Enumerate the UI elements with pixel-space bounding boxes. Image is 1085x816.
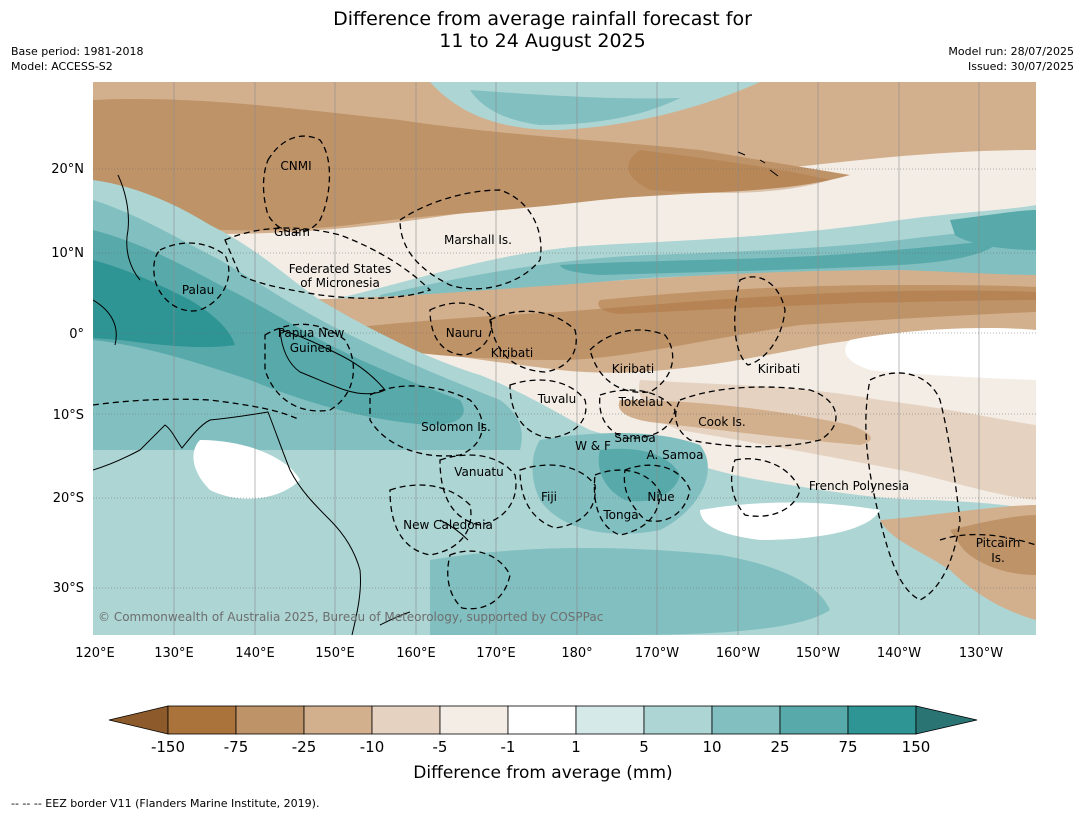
borneo-coast bbox=[93, 299, 117, 346]
lat-label: 10°S bbox=[53, 408, 84, 423]
place-label: Kiribati bbox=[491, 346, 533, 360]
place-label: Palau bbox=[182, 283, 214, 297]
map-title: Difference from average rainfall forecas… bbox=[0, 8, 1085, 52]
lon-label: 140°E bbox=[235, 646, 275, 661]
colorbar-segment bbox=[847, 705, 917, 735]
colorbar-segment bbox=[575, 705, 645, 735]
colorbar-tick-label: 10 bbox=[702, 738, 721, 756]
colorbar-tick-label: -75 bbox=[224, 738, 249, 756]
colorbar-segment bbox=[439, 705, 509, 735]
colorbar-segment bbox=[371, 705, 441, 735]
colorbar: -150 -75 -25 -10 -5 -1 1 5 10 25 75 150 bbox=[108, 705, 978, 756]
place-label: Is. bbox=[991, 551, 1005, 565]
place-label: Samoa bbox=[614, 431, 655, 445]
title-line-1: Difference from average rainfall forecas… bbox=[333, 8, 752, 30]
place-label: Niue bbox=[647, 490, 674, 504]
meta-left: Base period: 1981-2018 Model: ACCESS-S2 bbox=[11, 44, 143, 74]
title-line-2: 11 to 24 August 2025 bbox=[439, 30, 646, 52]
colorbar-segment bbox=[303, 705, 373, 735]
place-label: W & F bbox=[575, 439, 611, 453]
place-label: Solomon Is. bbox=[421, 420, 491, 434]
place-label: Kiribati bbox=[758, 362, 800, 376]
philippines-coast bbox=[117, 174, 141, 281]
place-label: Tuvalu bbox=[537, 392, 577, 406]
lon-label: 180° bbox=[561, 646, 592, 661]
place-label: Tonga bbox=[602, 508, 638, 522]
colorbar-segment bbox=[507, 705, 577, 735]
png-coast bbox=[279, 329, 386, 395]
lon-label: 170°W bbox=[635, 646, 679, 661]
lon-label: 160°E bbox=[396, 646, 436, 661]
longitude-labels: 120°E 130°E 140°E 150°E 160°E 170°E 180° 170°W 1… bbox=[75, 646, 1003, 661]
latitude-labels: 20°N 10°N 0° 10°S 20°S 30°S bbox=[51, 162, 84, 596]
place-label: CNMI bbox=[280, 159, 311, 173]
issued-date: Issued: 30/07/2025 bbox=[967, 60, 1074, 73]
place-label: Kiribati bbox=[612, 362, 654, 376]
colorbar-tick-label: 25 bbox=[770, 738, 789, 756]
australia-coast bbox=[93, 411, 361, 635]
place-label: Vanuatu bbox=[454, 465, 504, 479]
place-label: Fiji bbox=[541, 490, 557, 504]
lon-label: 170°E bbox=[476, 646, 516, 661]
colorbar-tick-label: 75 bbox=[838, 738, 857, 756]
lon-label: 150°W bbox=[796, 646, 840, 661]
lon-label: 150°E bbox=[315, 646, 355, 661]
lat-label: 20°S bbox=[53, 491, 84, 506]
colorbar-segment bbox=[779, 705, 849, 735]
rainfall-anomaly-field bbox=[93, 82, 1036, 635]
place-label: Pitcairn bbox=[976, 536, 1021, 550]
colorbar-segment bbox=[235, 705, 305, 735]
place-label: Nauru bbox=[446, 326, 482, 340]
lon-label: 120°E bbox=[75, 646, 115, 661]
place-label: A. Samoa bbox=[647, 448, 704, 462]
coastlines bbox=[93, 151, 779, 635]
lon-label: 130°E bbox=[154, 646, 194, 661]
colorbar-title: Difference from average (mm) bbox=[413, 763, 672, 783]
place-label: Papua New bbox=[278, 326, 345, 340]
place-label: Cook Is. bbox=[698, 415, 745, 429]
colorbar-tick-label: -1 bbox=[501, 738, 516, 756]
lat-label: 10°N bbox=[51, 246, 84, 261]
place-label: Federated States bbox=[289, 262, 391, 276]
hawaii-coast bbox=[737, 151, 779, 177]
model-name: Model: ACCESS-S2 bbox=[11, 60, 113, 73]
copyright-notice: © Commonwealth of Australia 2025, Bureau… bbox=[98, 610, 603, 624]
eez-borders bbox=[93, 135, 1036, 610]
place-label: Tokelau bbox=[618, 395, 664, 409]
colorbar-tick-label: -10 bbox=[360, 738, 385, 756]
colorbar-tick-label: -25 bbox=[292, 738, 317, 756]
colorbar-tick-label: 5 bbox=[639, 738, 649, 756]
lat-label: 0° bbox=[69, 327, 84, 342]
colorbar-tick-label: -150 bbox=[151, 738, 185, 756]
latitude-lines bbox=[93, 168, 1036, 589]
colorbar-tick-label: 150 bbox=[902, 738, 931, 756]
lon-label: 160°W bbox=[716, 646, 760, 661]
colorbar-extend-low bbox=[108, 705, 169, 735]
model-run: Model run: 28/07/2025 bbox=[948, 45, 1074, 58]
lat-label: 20°N bbox=[51, 162, 84, 177]
colorbar-tick-label: -5 bbox=[433, 738, 448, 756]
colorbar-extend-high bbox=[915, 705, 978, 735]
graticule bbox=[173, 82, 980, 635]
base-period: Base period: 1981-2018 bbox=[11, 45, 144, 58]
place-label: French Polynesia bbox=[809, 479, 909, 493]
place-label: Guam bbox=[274, 225, 310, 239]
colorbar-segment bbox=[711, 705, 781, 735]
place-label: Marshall Is. bbox=[444, 233, 512, 247]
colorbar-segment bbox=[167, 705, 237, 735]
eez-footnote: -- -- -- EEZ border V11 (Flanders Marine… bbox=[11, 797, 320, 810]
place-label: Guinea bbox=[290, 341, 333, 355]
lat-label: 30°S bbox=[53, 581, 84, 596]
lon-label: 130°W bbox=[959, 646, 1003, 661]
colorbar-segment bbox=[643, 705, 713, 735]
lon-label: 140°W bbox=[877, 646, 921, 661]
new-zealand-coast bbox=[379, 611, 411, 626]
place-label: New Caledonia bbox=[403, 518, 493, 532]
colorbar-tick-label: 1 bbox=[571, 738, 581, 756]
new-caledonia-coast bbox=[439, 519, 469, 541]
meta-right: Model run: 28/07/2025 Issued: 30/07/2025 bbox=[948, 44, 1074, 74]
place-label: of Micronesia bbox=[300, 276, 380, 290]
